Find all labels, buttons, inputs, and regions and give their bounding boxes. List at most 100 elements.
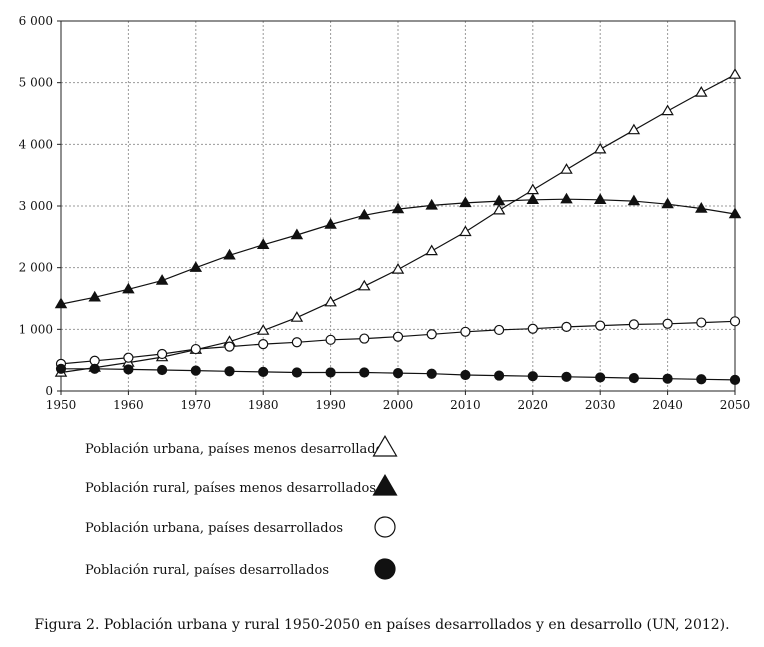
data-point [291,367,302,378]
data-point [527,323,538,334]
data-point [54,297,68,309]
data-point [527,371,538,382]
x-tick-label: 1970 [181,398,212,412]
series-2 [54,192,742,309]
data-point [155,274,169,285]
data-point [426,329,437,340]
data-point [359,367,370,378]
x-tick-label: 1960 [113,398,144,412]
data-point [492,203,506,215]
y-tick-label: 1 000 [19,322,53,336]
data-point [696,374,707,385]
data-point [729,316,741,327]
data-point [661,197,674,209]
data-point [88,290,101,302]
data-point [593,142,607,154]
legend-marker-icon [374,558,396,580]
data-point [459,225,472,237]
x-tick-label: 2050 [720,398,751,412]
data-point [89,363,100,374]
y-tick-label: 3 000 [19,199,53,213]
series-4 [55,363,741,385]
legend-label: Población rural, países desarrollados [85,563,329,578]
data-point [190,365,201,376]
data-point [560,192,573,204]
figure-caption: Figura 2. Población urbana y rural 1950-… [34,617,730,633]
data-point [392,331,404,342]
data-point [662,373,673,384]
data-point [223,248,236,260]
legend-label: Población urbana, países menos desarroll… [85,442,390,457]
data-point [189,261,203,272]
data-point [628,372,640,384]
data-point [157,348,168,360]
data-point [157,364,168,376]
x-tick-label: 2040 [652,398,683,412]
y-tick-label: 4 000 [19,137,53,151]
data-point [358,279,371,291]
data-point [391,263,405,274]
data-point [696,317,707,328]
y-tick-label: 2 000 [19,261,53,275]
legend-marker-icon [372,435,398,457]
data-point [627,194,641,206]
x-tick-label: 2010 [450,398,481,412]
data-point [256,324,270,335]
data-point [425,198,438,210]
data-point [224,341,235,352]
data-point [291,337,302,348]
data-point [695,202,708,213]
data-point [325,367,336,378]
data-point [258,366,269,377]
data-point [190,343,201,355]
legend-marker-icon [374,516,396,538]
legend-label: Población rural, países menos desarrolla… [85,481,376,496]
data-point [593,193,607,204]
data-point [627,123,641,135]
data-point [526,193,540,204]
y-tick-label: 0 [45,384,53,398]
data-point [494,370,505,381]
data-point [560,163,573,174]
data-point [728,207,742,219]
data-point [662,318,673,329]
data-point [358,208,371,220]
data-point [494,324,505,336]
data-point [628,319,640,330]
data-point [290,311,304,322]
data-point [392,368,404,379]
y-tick-label: 6 000 [19,14,53,28]
data-point [729,374,741,385]
series-3 [55,316,741,369]
data-point [224,366,235,377]
x-tick-label: 2030 [585,398,616,412]
data-point [123,364,134,375]
data-point [595,320,606,331]
data-point [325,334,336,345]
data-point [426,368,437,379]
data-point [359,333,370,344]
data-point [391,202,405,214]
x-tick-label: 1980 [248,398,279,412]
data-point [290,228,304,240]
data-point [324,295,337,307]
data-point [460,369,471,381]
data-point [123,352,134,363]
x-tick-label: 1990 [315,398,346,412]
data-point [460,326,471,337]
data-point [561,371,572,382]
data-point [459,196,472,208]
legend-marker-icon [372,474,398,496]
data-point [661,104,674,116]
legend-label: Población urbana, países desarrollados [85,521,343,536]
axis-ticks: 1950 1960 1970 1980 1990 2000 2010 2020 2030 2040… [19,14,751,412]
data-point [324,218,337,229]
data-point [595,372,606,383]
legend: Población urbana, países menos desarroll… [85,435,398,580]
series-layer [54,68,742,385]
data-point [425,244,438,256]
data-point [256,238,270,249]
data-point [122,282,135,294]
data-point [492,194,506,206]
